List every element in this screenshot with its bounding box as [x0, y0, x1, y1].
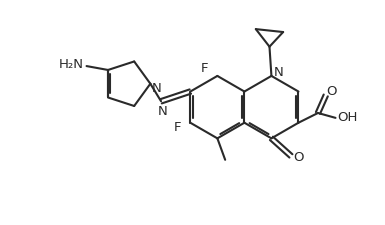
Text: F: F [174, 121, 181, 134]
Text: H₂N: H₂N [59, 58, 84, 71]
Text: F: F [201, 62, 208, 75]
Text: N: N [158, 105, 168, 117]
Text: N: N [273, 65, 283, 79]
Text: O: O [293, 151, 304, 164]
Text: O: O [326, 85, 337, 98]
Text: N: N [151, 82, 161, 95]
Text: OH: OH [337, 111, 357, 124]
